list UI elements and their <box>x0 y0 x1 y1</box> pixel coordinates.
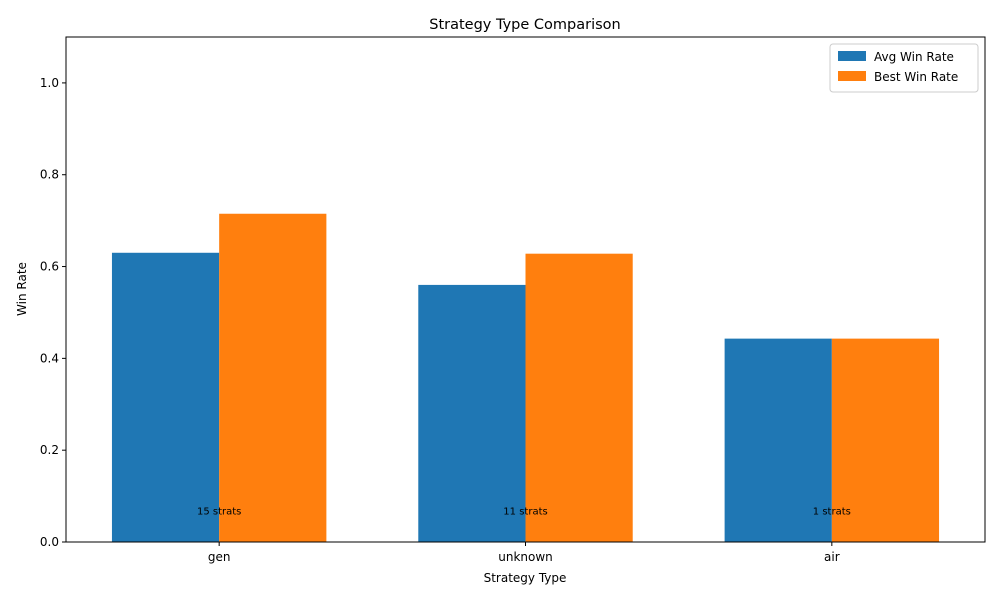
legend-label: Best Win Rate <box>874 70 958 84</box>
x-tick-label: air <box>824 550 840 564</box>
bar-avg-air <box>724 338 832 542</box>
bars-layer <box>111 213 940 543</box>
strategy-count-label: 15 strats <box>197 506 241 517</box>
x-tick-label: gen <box>208 550 231 564</box>
y-tick-label: 1.0 <box>40 76 59 90</box>
bar-avg-unknown <box>418 284 526 542</box>
y-axis-label: Win Rate <box>15 262 29 316</box>
y-tick-label: 0.0 <box>40 535 59 549</box>
chart-title: Strategy Type Comparison <box>429 17 620 33</box>
y-tick-label: 0.8 <box>40 168 59 182</box>
legend-label: Avg Win Rate <box>874 50 954 64</box>
strategy-count-label: 1 strats <box>813 506 851 517</box>
y-tick-label: 0.4 <box>40 351 59 365</box>
strategy-count-label: 11 strats <box>503 506 547 517</box>
legend: Avg Win Rate Best Win Rate <box>829 43 979 93</box>
x-axis-label: Strategy Type <box>484 571 567 585</box>
bar-avg-gen <box>111 252 220 543</box>
bar-best-gen <box>219 213 327 542</box>
legend-box <box>829 43 979 93</box>
legend-swatch <box>838 51 866 61</box>
annotations-layer: 15 strats 11 strats 1 strats <box>197 506 851 517</box>
bar-best-unknown <box>525 253 633 542</box>
bar-best-air <box>831 338 940 542</box>
x-tick-label: unknown <box>498 550 553 564</box>
y-tick-label: 0.6 <box>40 260 59 274</box>
y-tick-label: 0.2 <box>40 443 59 457</box>
axes-layer: 0.0 0.2 0.4 0.6 0.8 1.0 gen unknown air <box>40 36 986 564</box>
legend-swatch <box>838 71 866 81</box>
